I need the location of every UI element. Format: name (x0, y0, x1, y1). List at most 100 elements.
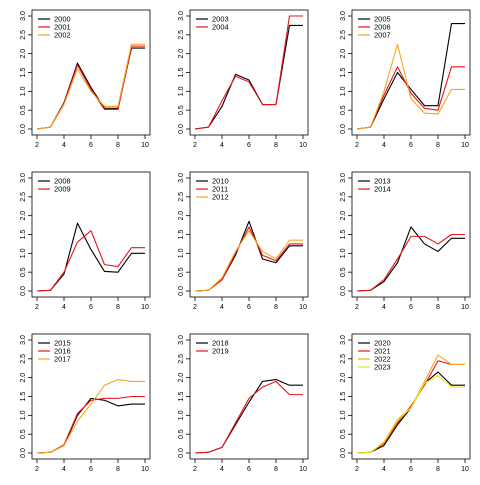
y-tick-label: 1.0 (340, 410, 347, 420)
plot-frame (31, 9, 151, 136)
y-tick-label: 1.5 (20, 230, 27, 240)
x-tick-label: 2 (35, 142, 39, 149)
y-tick-label: 1.5 (20, 68, 27, 78)
y-tick-label: 2.0 (340, 211, 347, 221)
legend-label-2022: 2022 (374, 355, 391, 364)
x-tick-label: 10 (141, 142, 149, 149)
x-tick-label: 6 (247, 466, 251, 473)
y-tick-label: 1.0 (340, 86, 347, 96)
legend-label-2005: 2005 (374, 15, 391, 24)
x-tick-label: 4 (62, 304, 66, 311)
series-line-2014 (356, 233, 465, 292)
legend-label-2018: 2018 (212, 339, 229, 348)
y-tick-label: 3.0 (20, 173, 27, 183)
x-tick-label: 4 (382, 304, 386, 311)
y-tick-label: 0.0 (178, 448, 185, 458)
y-tick-label: 0.0 (340, 448, 347, 458)
x-tick-label: 2 (193, 142, 197, 149)
y-tick-label: 2.5 (340, 354, 347, 364)
legend-label-2004: 2004 (212, 23, 229, 32)
y-tick-label: 1.0 (20, 410, 27, 420)
y-tick-label: 1.0 (178, 410, 185, 420)
x-tick-label: 6 (247, 304, 251, 311)
x-tick-label: 8 (116, 304, 120, 311)
y-tick-label: 3.0 (178, 335, 185, 345)
series-line-2019 (194, 380, 303, 454)
x-tick-label: 4 (62, 142, 66, 149)
legend-label-2016: 2016 (54, 347, 71, 356)
x-tick-label: 10 (461, 142, 469, 149)
legend-label-2003: 2003 (212, 15, 229, 24)
y-tick-label: 3.0 (20, 11, 27, 21)
y-tick-label: 2.5 (20, 192, 27, 202)
x-tick-label: 8 (274, 142, 278, 149)
legend-label-2015: 2015 (54, 339, 71, 348)
y-tick-label: 2.0 (340, 49, 347, 59)
y-tick-label: 0.5 (178, 105, 185, 115)
x-tick-label: 10 (299, 466, 307, 473)
x-tick-label: 6 (247, 142, 251, 149)
y-tick-label: 3.0 (340, 11, 347, 21)
y-tick-label: 1.0 (178, 248, 185, 258)
x-tick-label: 6 (89, 304, 93, 311)
y-tick-label: 0.0 (20, 448, 27, 458)
legend-label-2007: 2007 (374, 31, 391, 40)
x-tick-label: 2 (355, 304, 359, 311)
y-tick-label: 0.5 (340, 267, 347, 277)
y-tick-label: 2.5 (340, 192, 347, 202)
y-tick-label: 2.5 (178, 192, 185, 202)
y-tick-label: 0.0 (20, 286, 27, 296)
y-tick-label: 2.0 (20, 49, 27, 59)
y-tick-label: 0.5 (20, 267, 27, 277)
legend-label-2017: 2017 (54, 355, 71, 364)
y-tick-label: 3.0 (340, 173, 347, 183)
y-tick-label: 1.5 (340, 230, 347, 240)
x-tick-label: 2 (35, 466, 39, 473)
x-tick-label: 4 (382, 142, 386, 149)
y-tick-label: 1.5 (340, 392, 347, 402)
legend-label-2006: 2006 (374, 23, 391, 32)
x-tick-label: 10 (299, 142, 307, 149)
y-tick-label: 2.0 (178, 211, 185, 221)
legend-label-2011: 2011 (212, 185, 228, 194)
legend-label-2019: 2019 (212, 347, 229, 356)
x-tick-label: 4 (382, 466, 386, 473)
x-tick-label: 2 (355, 142, 359, 149)
x-tick-label: 2 (193, 304, 197, 311)
y-tick-label: 1.0 (340, 248, 347, 258)
legend-label-2013: 2013 (374, 177, 391, 186)
x-tick-label: 4 (220, 142, 224, 149)
y-tick-label: 0.5 (340, 429, 347, 439)
y-tick-label: 0.0 (340, 286, 347, 296)
legend-label-2020: 2020 (374, 339, 391, 348)
series-line-2015 (36, 397, 145, 454)
y-tick-label: 3.0 (178, 11, 185, 21)
plot-frame (189, 333, 309, 460)
x-tick-label: 10 (461, 466, 469, 473)
y-tick-label: 2.0 (340, 373, 347, 383)
y-tick-label: 2.0 (178, 49, 185, 59)
series-line-2010 (194, 220, 303, 292)
y-tick-label: 0.5 (178, 267, 185, 277)
y-tick-label: 0.0 (340, 124, 347, 134)
series-line-2004 (194, 15, 303, 130)
y-tick-label: 1.5 (178, 392, 185, 402)
y-tick-label: 1.5 (340, 68, 347, 78)
plot-frame (189, 9, 309, 136)
y-tick-label: 3.0 (340, 335, 347, 345)
plot-frame (189, 171, 309, 298)
y-tick-label: 3.0 (178, 173, 185, 183)
plot-frame (351, 9, 471, 136)
series-line-2011 (194, 226, 303, 292)
y-tick-label: 0.0 (178, 286, 185, 296)
y-tick-label: 0.0 (178, 124, 185, 134)
plot-frame (31, 171, 151, 298)
y-tick-label: 1.0 (20, 86, 27, 96)
legend-label-2023: 2023 (374, 363, 391, 372)
